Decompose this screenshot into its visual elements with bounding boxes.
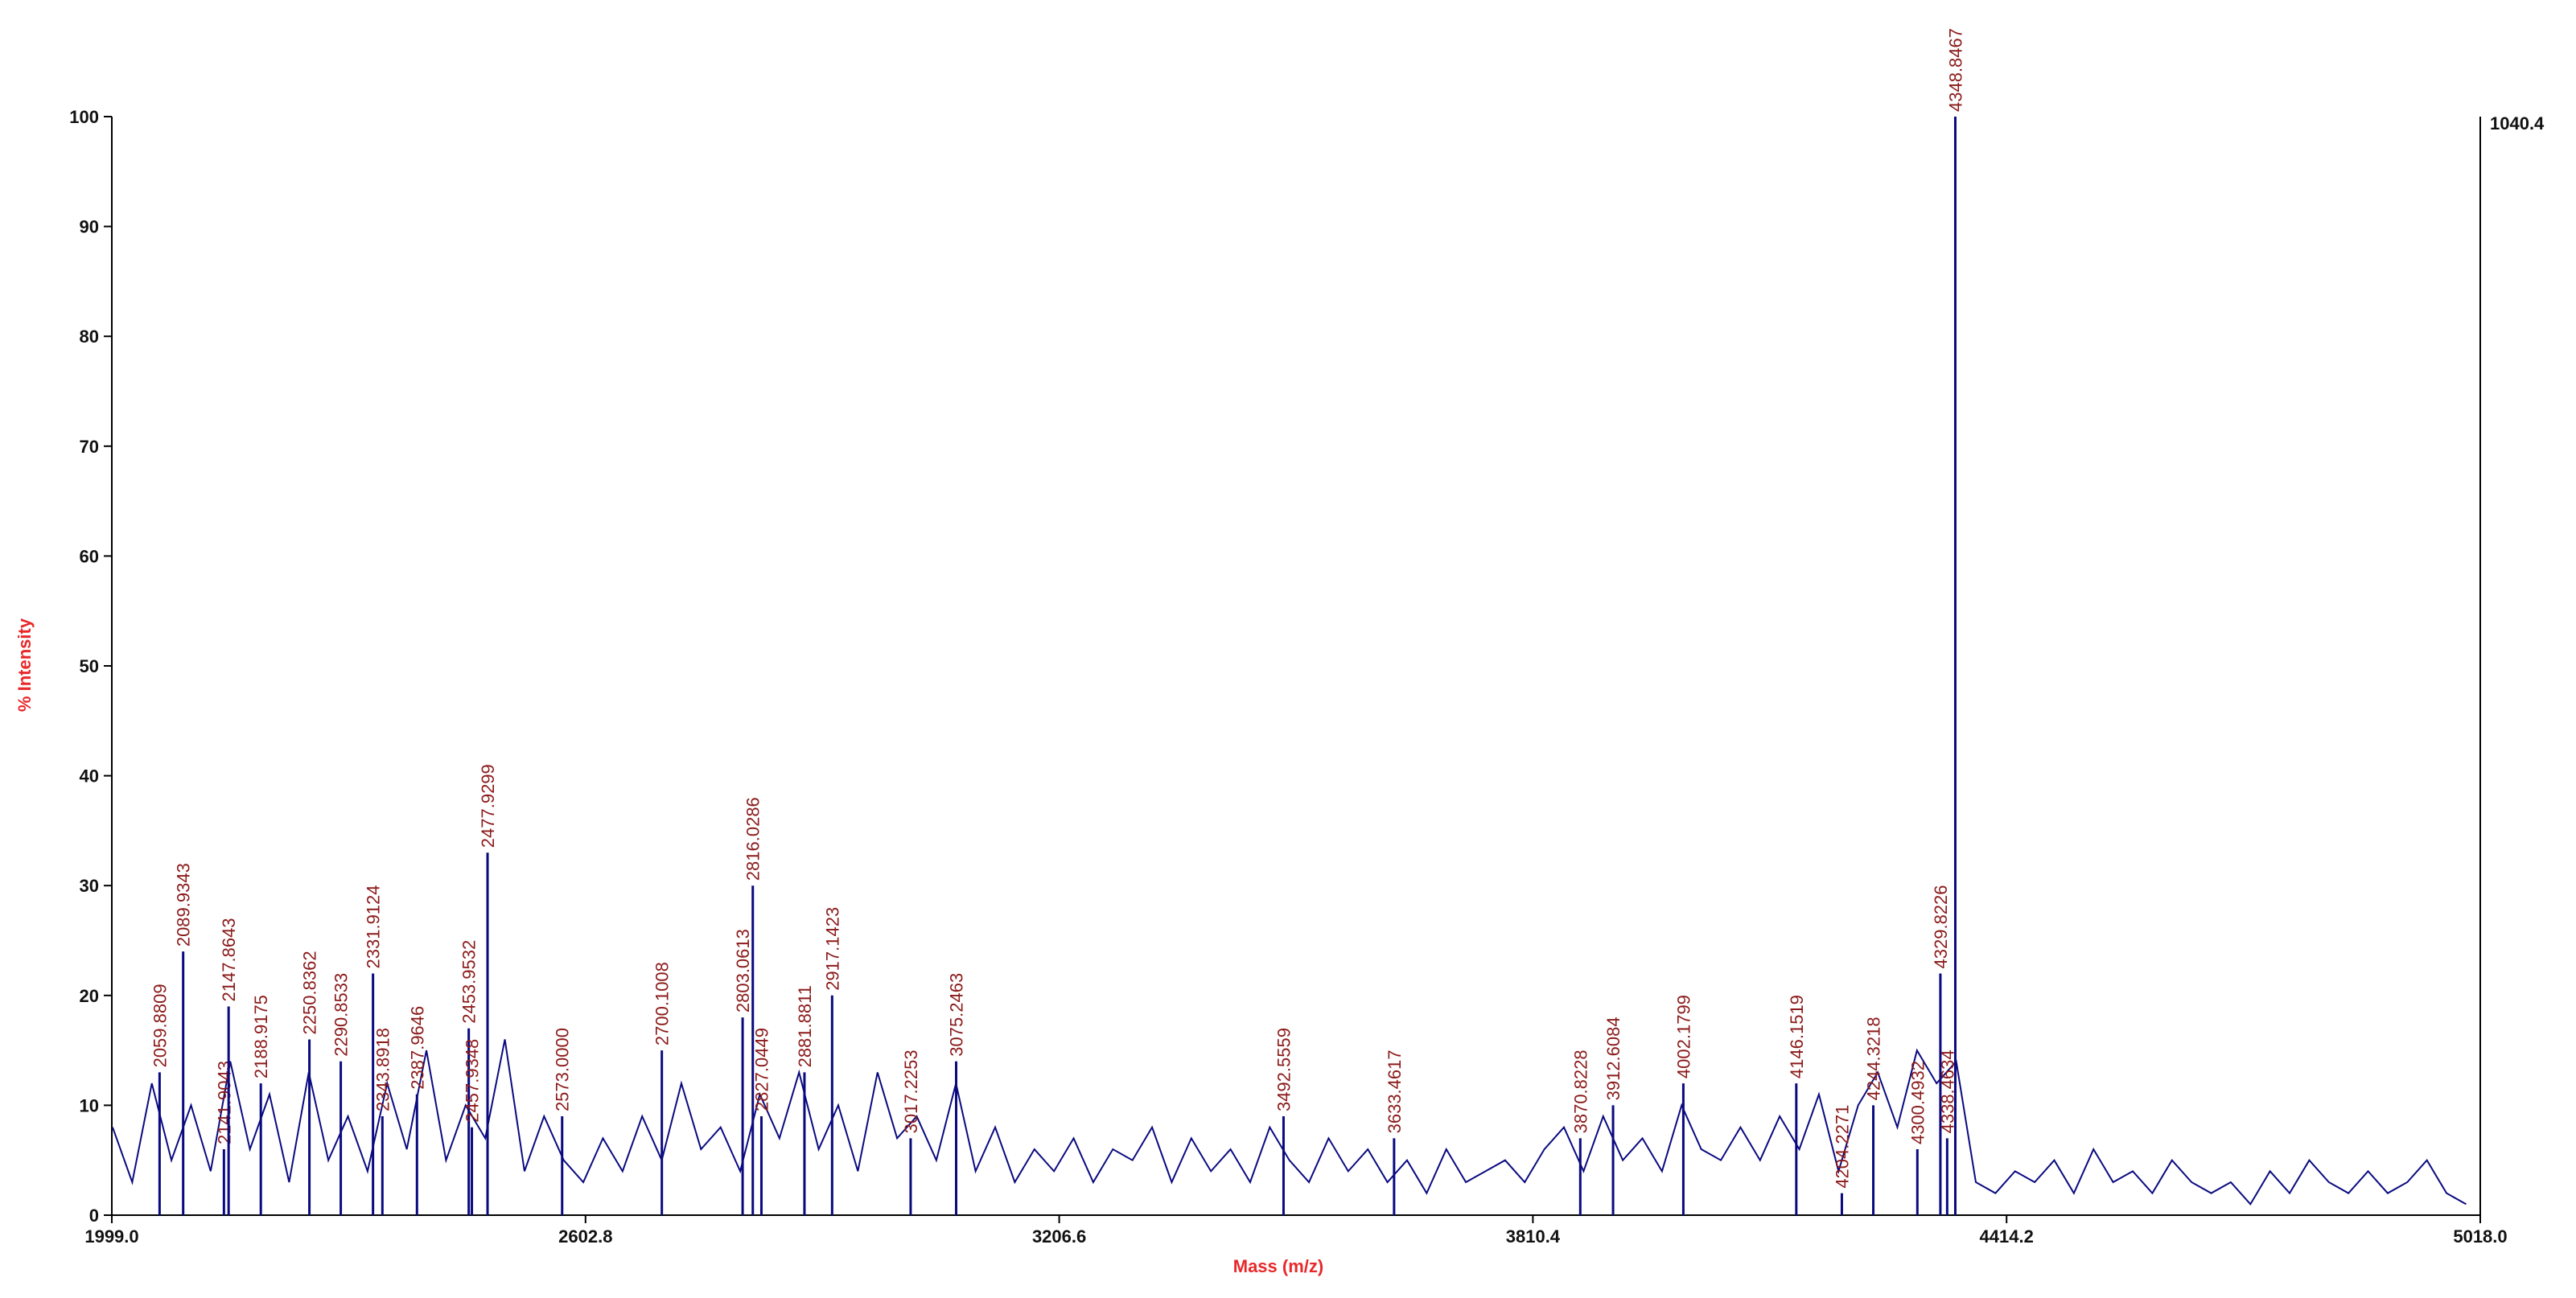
x-axis-title: Mass (m/z) — [1233, 1256, 1323, 1276]
peak-label: 2290.8533 — [331, 973, 352, 1057]
peak-label: 3492.5559 — [1274, 1028, 1294, 1111]
x-tick-label: 2602.8 — [558, 1226, 612, 1247]
y-tick-label: 0 — [89, 1206, 99, 1226]
peak-label: 2387.9646 — [407, 1006, 427, 1090]
peak-label: 2089.9343 — [174, 863, 194, 947]
peak-label: 2250.8362 — [300, 951, 320, 1034]
peak-label: 4002.1799 — [1673, 995, 1693, 1078]
peak-label: 4300.4932 — [1907, 1061, 1928, 1144]
spectrum-trace — [112, 1039, 2467, 1206]
y-tick-label: 60 — [80, 546, 99, 566]
peak-label: 2331.9124 — [364, 885, 384, 968]
x-tick-label: 4414.2 — [1980, 1226, 2034, 1247]
peak-label: 2700.1008 — [652, 962, 673, 1045]
peak-label: 4244.3218 — [1864, 1017, 1884, 1100]
peak-label: 2477.9299 — [478, 764, 498, 848]
peak-label: 2147.8643 — [219, 918, 239, 1001]
y-tick-label: 80 — [80, 327, 99, 347]
peak-label: 2141.9043 — [214, 1061, 234, 1144]
peak-label: 4146.1519 — [1787, 995, 1807, 1078]
y-tick-label: 90 — [80, 217, 99, 237]
y-tick-label: 50 — [80, 656, 99, 676]
peak-label: 2827.0449 — [751, 1028, 772, 1111]
peak-label: 3912.6084 — [1603, 1017, 1623, 1100]
peak-label: 2457.9348 — [463, 1039, 483, 1123]
y-axis-title: % Intensity — [14, 618, 35, 712]
peak-label: 3870.8228 — [1570, 1049, 1590, 1133]
peak-label: 4204.2271 — [1832, 1105, 1852, 1189]
y-tick-label: 70 — [80, 437, 99, 457]
peak-label: 2573.0000 — [553, 1028, 573, 1111]
x-tick-label: 3206.6 — [1032, 1226, 1086, 1247]
peak-label: 3017.2253 — [901, 1049, 921, 1133]
peak-label: 3633.4617 — [1385, 1049, 1405, 1133]
peak-label: 2343.8918 — [372, 1028, 393, 1111]
max-counts: 1040.4 — [2490, 113, 2545, 133]
peak-label: 2816.0286 — [743, 797, 763, 881]
x-tick-label: 5018.0 — [2453, 1226, 2507, 1247]
y-tick-label: 20 — [80, 986, 99, 1006]
peak-label: 4329.8226 — [1931, 885, 1951, 968]
peak-label: 2059.8809 — [150, 984, 170, 1067]
peak-label: 2453.9532 — [459, 940, 479, 1024]
x-tick-label: 1999.0 — [84, 1226, 138, 1247]
y-tick-label: 100 — [69, 107, 99, 127]
peak-label: 2881.8811 — [795, 985, 815, 1067]
peak-label: 2917.1423 — [822, 907, 842, 991]
y-tick-label: 30 — [80, 876, 99, 896]
peak-label: 2803.0613 — [733, 929, 753, 1013]
peak-label: 3075.2463 — [947, 973, 967, 1057]
peak-label: 4348.8467 — [1945, 28, 1965, 112]
x-tick-label: 3810.4 — [1506, 1226, 1561, 1247]
peak-label: 2188.9175 — [251, 995, 271, 1078]
y-tick-label: 40 — [80, 766, 99, 787]
y-tick-label: 10 — [80, 1095, 99, 1115]
